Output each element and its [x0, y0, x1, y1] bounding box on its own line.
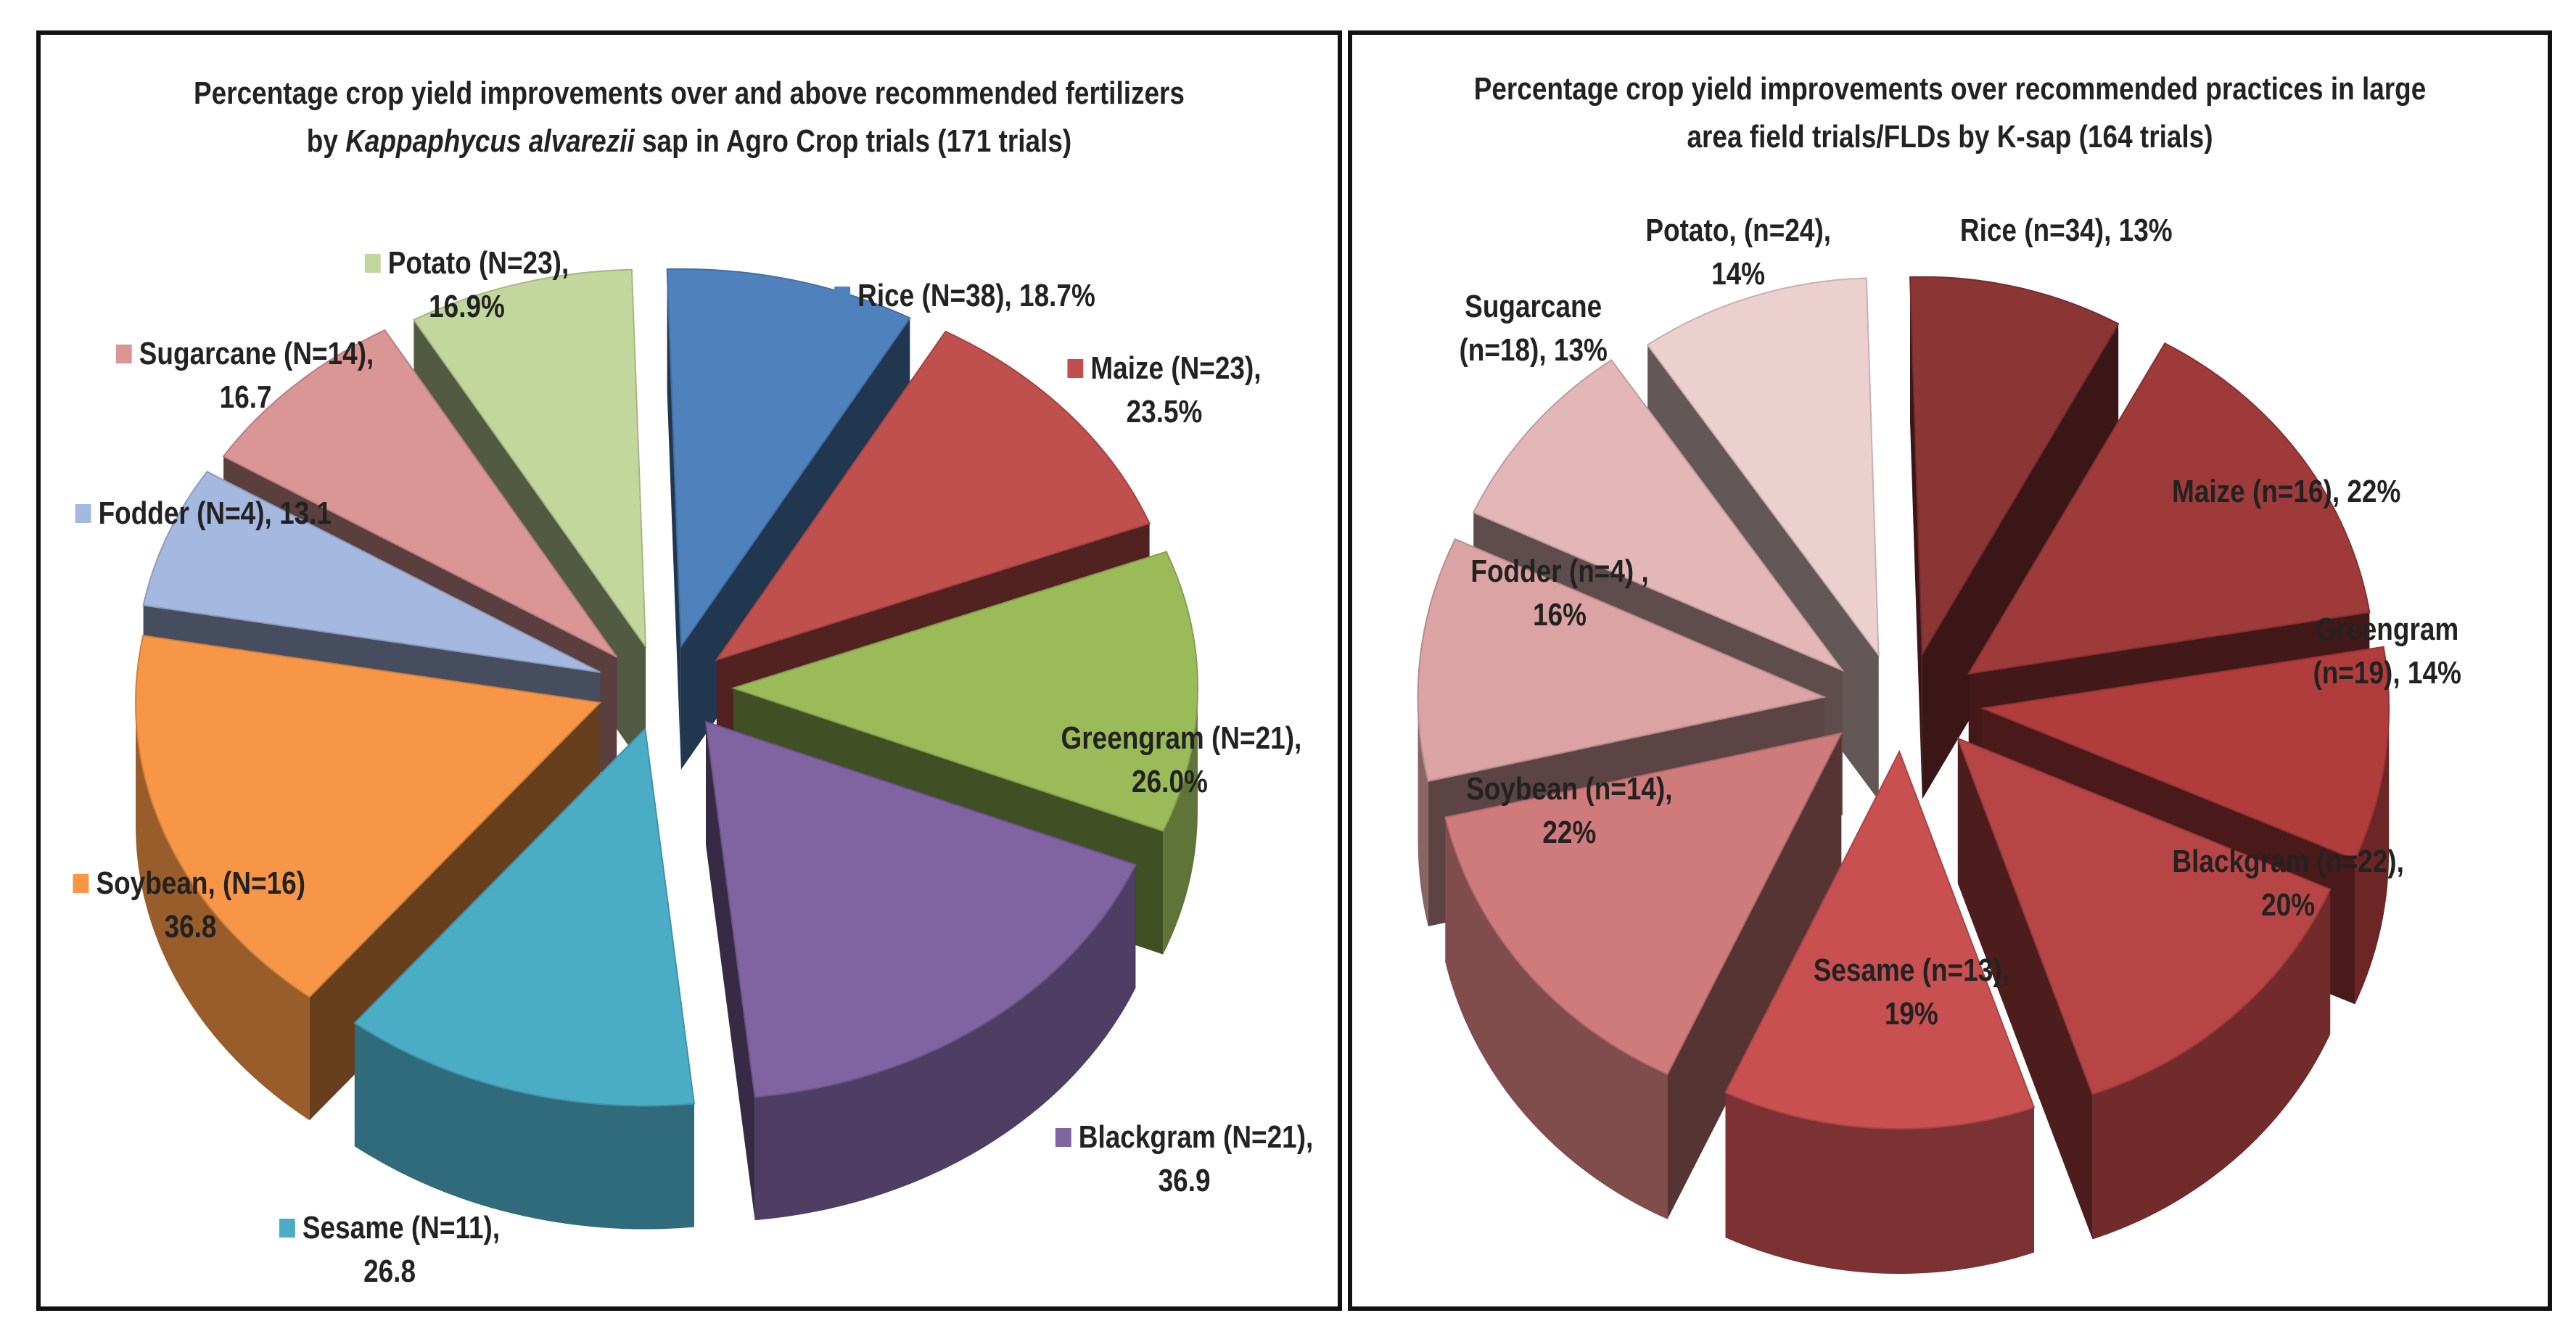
left-slice-side	[754, 865, 1136, 1221]
label-r-sesame: Sesame (n=13), 19%	[1813, 952, 2009, 1032]
legend-swatch-potato	[364, 254, 381, 273]
label-r-greengram: Greengram (n=19), 14%	[2313, 612, 2461, 691]
label-r-sugarcane: Sugarcane (n=18), 13%	[1459, 289, 1608, 368]
right-title-line2: area field trials/FLDs by K-sap (164 tri…	[1687, 119, 2213, 155]
right-slice-side	[1725, 1092, 2034, 1275]
right-slice-wall	[1957, 738, 2093, 1240]
right-pie-chart	[1417, 276, 2390, 1275]
label-fodder: Fodder (N=4), 13.1	[75, 492, 332, 535]
right-slice-top	[1646, 277, 1880, 658]
left-slice-side	[136, 702, 310, 1121]
right-slice-wall	[1910, 276, 1922, 799]
right-chart-panel: Percentage crop yield improvements over …	[1348, 30, 2552, 1311]
right-title-line1: Percentage crop yield improvements over …	[1473, 71, 2427, 107]
right-slice-blackgram	[1956, 737, 2332, 1240]
right-slice-top	[1417, 538, 1827, 783]
left-slice-top	[135, 635, 602, 998]
left-slice-top	[731, 551, 1198, 832]
right-slice-top	[1956, 737, 2332, 1095]
left-slice-wall	[706, 722, 755, 1221]
label-greengram: Greengram (N=21), 26.0%	[1037, 717, 1301, 804]
left-pie-chart	[135, 268, 1198, 1230]
left-slice-top	[412, 268, 647, 649]
left-slice-top	[353, 727, 696, 1107]
label-r-potato: Potato, (n=24), 14%	[1645, 213, 1832, 292]
left-slice-top	[142, 470, 601, 673]
label-r-blackgram: Blackgram (n=22), 20%	[2172, 844, 2404, 923]
right-slice-top	[1724, 749, 2036, 1130]
label-r-rice: Rice (n=34), 13%	[1959, 213, 2173, 248]
right-slice-side	[2355, 708, 2390, 1005]
right-slice-top	[1472, 359, 1845, 672]
left-slice-side	[1163, 688, 1198, 955]
left-slice-sesame	[353, 727, 696, 1230]
label-r-fodder: Fodder (n=4) , 16%	[1470, 553, 1649, 633]
right-slice-top	[1967, 342, 2371, 675]
legend-swatch-blackgram	[1055, 1128, 1071, 1147]
label-rice: Rice (N=38), 18.7%	[834, 274, 1095, 318]
right-chart-title: Percentage crop yield improvements over …	[1448, 65, 2452, 161]
left-slice-side	[354, 1023, 694, 1230]
left-title-line2: by Kappaphycus alvarezii sap in Agro Cro…	[306, 123, 1072, 159]
legend-swatch-sesame	[279, 1219, 295, 1238]
left-slice-top	[704, 720, 1137, 1098]
legend-swatch-greengram	[1037, 729, 1054, 748]
right-slice-soybean	[1444, 732, 1843, 1219]
label-blackgram: Blackgram (N=21), 36.9	[1055, 1116, 1313, 1203]
label-sugarcane: Sugarcane (N=14), 16.7	[115, 332, 374, 419]
legend-swatch-fodder	[75, 504, 91, 523]
legend-swatch-soybean	[73, 874, 89, 893]
label-r-soybean: Soybean (n=14), 22%	[1466, 771, 1673, 850]
right-slice-top	[1980, 646, 2390, 860]
label-sesame: Sesame (N=11), 26.8	[279, 1206, 500, 1293]
legend-swatch-rice	[834, 287, 851, 305]
right-slice-side	[1445, 817, 1668, 1219]
right-slice-side	[1417, 696, 1428, 927]
label-maize: Maize (N=23), 23.5%	[1067, 347, 1262, 434]
label-soybean: Soybean, (N=16) 36.8	[73, 862, 305, 949]
right-slice-sesame	[1724, 749, 2036, 1275]
left-chart-panel: Percentage crop yield improvements over …	[36, 30, 1342, 1311]
right-slice-top	[1909, 276, 2120, 657]
left-chart-title: Percentage crop yield improvements over …	[144, 70, 1234, 165]
right-slice-top	[1444, 732, 1843, 1075]
left-slice-top	[715, 330, 1151, 662]
legend-swatch-maize	[1067, 359, 1084, 378]
label-r-maize: Maize (n=16), 22%	[2172, 474, 2401, 509]
right-slice-side	[2092, 889, 2331, 1240]
legend-swatch-sugarcane	[115, 345, 132, 363]
left-slice-top	[222, 329, 617, 658]
label-potato: Potato (N=23), 16.9%	[364, 242, 569, 329]
left-title-line1: Percentage crop yield improvements over …	[194, 75, 1185, 111]
left-slice-wall	[667, 269, 681, 770]
left-slice-top	[666, 268, 911, 649]
left-slice-blackgram	[704, 720, 1137, 1221]
